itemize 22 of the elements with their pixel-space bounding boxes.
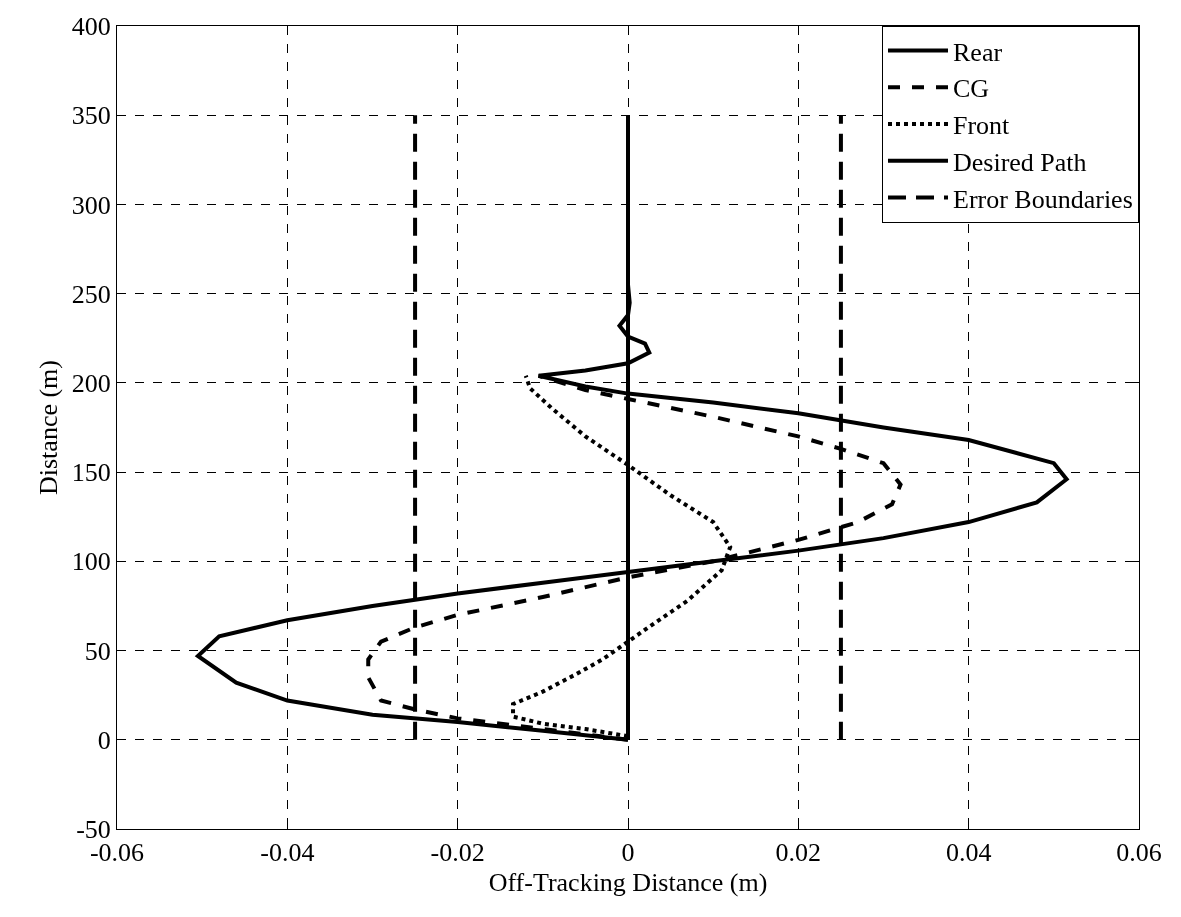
x-tick-label: 0.06 (1116, 838, 1162, 868)
y-tick-label: 400 (71, 12, 111, 42)
y-tick-label: 0 (97, 725, 111, 755)
legend-label: Error Boundaries (953, 184, 1133, 214)
legend-label: CG (953, 74, 990, 104)
y-tick-label: 50 (84, 636, 111, 666)
x-tick-label: 0 (621, 838, 635, 868)
y-axis-title: Distance (m) (34, 359, 64, 496)
legend-label: Front (953, 111, 1011, 141)
x-tick-label: 0.04 (945, 838, 992, 868)
y-tick-label: 250 (71, 279, 111, 309)
y-tick-label: 300 (71, 190, 111, 220)
legend-label: Desired Path (953, 147, 1087, 177)
x-tick-label: 0.02 (775, 838, 822, 868)
y-tick-label: 350 (71, 101, 111, 131)
y-tick-label: 100 (71, 547, 111, 577)
x-tick-label: -0.04 (260, 838, 315, 868)
y-tick-label: 150 (71, 458, 111, 488)
x-axis-title: Off-Tracking Distance (m) (488, 867, 768, 897)
y-tick-label: 200 (71, 368, 111, 398)
x-tick-label: -0.02 (430, 838, 485, 868)
legend-label: Rear (953, 37, 1003, 67)
